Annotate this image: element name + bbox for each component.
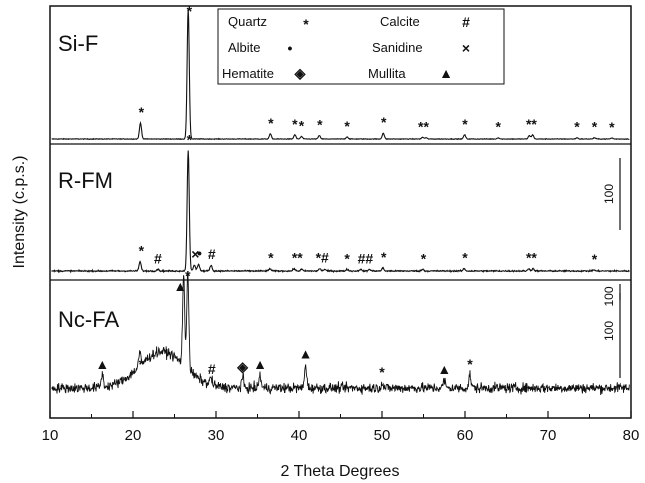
- x-tick-label: 70: [540, 427, 557, 444]
- phase-marker: *: [344, 250, 350, 266]
- x-tick-label: 60: [457, 427, 474, 444]
- phase-marker: **: [526, 116, 537, 132]
- phase-marker: *: [592, 119, 598, 135]
- phase-marker: ▲: [299, 346, 313, 362]
- legend-calcite-label: Calcite: [380, 14, 420, 29]
- phase-marker: ▲: [437, 361, 451, 377]
- legend-asterisk-icon: *: [303, 16, 309, 32]
- phase-marker: *: [421, 250, 427, 266]
- phase-marker: *: [381, 114, 387, 130]
- phase-marker: ◈: [236, 359, 249, 375]
- legend-albite-label: Albite: [228, 40, 261, 55]
- legend-sanidine-label: Sanidine: [372, 40, 423, 55]
- series-label-nc-fa: Nc-FA: [58, 307, 119, 332]
- phase-marker: *: [462, 250, 468, 266]
- phase-marker: ▲: [173, 278, 187, 294]
- phase-marker: *: [187, 3, 193, 19]
- x-tick-label: 40: [291, 427, 308, 444]
- phase-marker: ×: [191, 246, 199, 262]
- phase-marker: *: [292, 116, 298, 132]
- series-line-si-f: [51, 8, 630, 141]
- y-axis-title: Intensity (c.p.s.): [11, 156, 28, 269]
- phase-marker: *: [574, 119, 580, 135]
- legend-mullita-label: Mullita: [368, 66, 406, 81]
- series-line-r-fm: [51, 150, 630, 274]
- x-tick-label: 20: [125, 427, 142, 444]
- phase-marker: #: [208, 361, 216, 377]
- x-axis-title: 2 Theta Degrees: [281, 463, 400, 480]
- legend-triangle-icon: ▲: [439, 65, 453, 81]
- x-tick-label: 30: [208, 427, 225, 444]
- legend-hash-icon: #: [462, 14, 470, 30]
- legend-dot-icon: •: [288, 40, 293, 56]
- phase-marker: *: [139, 104, 145, 120]
- phase-marker: *: [379, 364, 385, 380]
- phase-marker: *: [467, 356, 473, 372]
- phase-marker: *: [139, 356, 145, 372]
- phase-marker: **: [526, 250, 537, 266]
- phase-marker: *: [187, 131, 193, 147]
- scale-bar-label-nc-fa: 100: [602, 321, 616, 341]
- phase-marker: •: [197, 245, 202, 261]
- phase-marker: *: [609, 119, 615, 135]
- phase-marker: *: [592, 251, 598, 267]
- legend-cross-icon: ×: [462, 40, 470, 56]
- phase-marker: *: [495, 119, 501, 135]
- series-line-nc-fa: [51, 272, 630, 395]
- legend-diamond-dot-icon: ◈: [294, 65, 307, 81]
- scale-bar-label-si-f: 100: [602, 286, 616, 306]
- x-tick-label: 80: [623, 427, 640, 444]
- legend-hematite-label: Hematite: [222, 66, 274, 81]
- phase-marker: *: [299, 118, 305, 134]
- series-label-r-fm: R-FM: [58, 168, 113, 193]
- x-tick-label: 50: [374, 427, 391, 444]
- x-tick-label: 10: [42, 427, 59, 444]
- phase-marker: **: [418, 118, 429, 134]
- legend-quartz-label: Quartz: [228, 14, 267, 29]
- phase-marker: #: [208, 246, 216, 262]
- phase-marker: #: [154, 250, 162, 266]
- phase-marker: **: [292, 250, 303, 266]
- phase-marker: ▲: [253, 356, 267, 372]
- phase-marker: *: [317, 117, 323, 133]
- x-axis: 10 20 30 40 50 60 70 80: [42, 411, 640, 444]
- phase-marker: ▲: [95, 356, 109, 372]
- phase-marker: *#: [316, 250, 329, 266]
- phase-marker: *: [139, 243, 145, 259]
- legend-box: [217, 8, 505, 85]
- phase-marker: *: [185, 268, 191, 284]
- phase-marker: *: [344, 118, 350, 134]
- phase-marker: *: [268, 250, 274, 266]
- phase-marker: *: [462, 116, 468, 132]
- phase-marker: *: [381, 249, 387, 265]
- phase-marker: ##: [358, 250, 374, 266]
- legend: Quartz * Calcite # Albite • Sanidine × H…: [217, 8, 505, 85]
- series-label-si-f: Si-F: [58, 31, 98, 56]
- panel-nc-fa: Nc-FA 100▲ *▲*# ◈ ▲▲* ▲ *: [51, 268, 630, 395]
- phase-marker: *: [268, 115, 274, 131]
- scale-bar-label-r-fm: 100: [602, 184, 616, 204]
